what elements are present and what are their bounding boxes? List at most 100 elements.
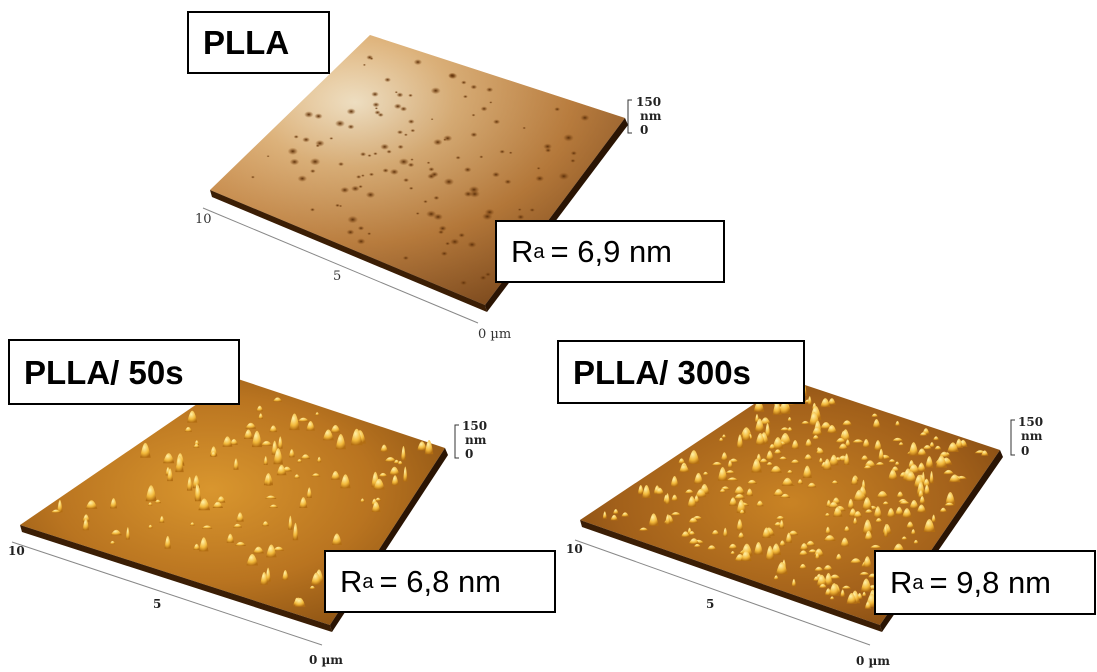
surface-peak	[813, 576, 820, 581]
surface-peak	[805, 540, 816, 546]
surface-peak	[192, 475, 200, 489]
surface-peak	[913, 539, 919, 544]
surface-pit	[492, 171, 500, 178]
surface-peak	[110, 529, 122, 536]
surface-peak	[613, 509, 619, 514]
surface-pit	[358, 185, 363, 189]
surface-pit	[570, 150, 577, 156]
surface-peak	[288, 449, 295, 458]
surface-peak	[833, 506, 843, 517]
surface-peak	[693, 472, 704, 484]
surface-peak	[769, 444, 776, 449]
surface-peak	[340, 474, 351, 489]
surface-peak	[380, 444, 388, 452]
z-scale-bracket	[627, 99, 632, 134]
surface-peak	[273, 448, 283, 465]
surface-pit	[563, 134, 574, 142]
surface-peak	[922, 445, 932, 450]
surface-peak	[911, 529, 916, 535]
surface-pit	[360, 152, 367, 157]
surface-peak	[807, 396, 812, 405]
surface-pit	[386, 149, 392, 154]
surface-peak	[760, 417, 771, 425]
surface-pit	[372, 102, 380, 108]
surface-pit	[382, 168, 389, 173]
surface-peak	[873, 506, 882, 518]
surface-peak	[945, 492, 956, 505]
surface-peak	[776, 562, 788, 575]
surface-peak	[841, 585, 852, 589]
surface-pit	[463, 167, 472, 173]
surface-pit	[310, 169, 316, 174]
surface-peak	[875, 518, 883, 523]
surface-pit	[293, 135, 299, 139]
surface-peak	[924, 484, 930, 495]
surface-peak	[827, 425, 837, 433]
surface-peak	[236, 512, 244, 522]
surface-peak	[736, 519, 743, 531]
surface-peak	[335, 433, 346, 450]
surface-pit	[396, 130, 404, 135]
surface-peak	[216, 496, 226, 503]
surface-peak	[719, 488, 726, 493]
surface-peak	[294, 597, 306, 607]
surface-peak	[375, 497, 382, 501]
panel-title-text: PLLA	[203, 24, 290, 61]
surface-pit	[486, 87, 494, 93]
surface-peak	[823, 565, 833, 571]
axis-tick-0: 0 µm	[309, 653, 343, 667]
surface-peak	[726, 477, 739, 481]
surface-peak	[797, 479, 803, 485]
surface-peak	[786, 470, 793, 474]
surface-peak	[843, 453, 850, 465]
x-axis-line	[574, 539, 871, 646]
axis-tick-0: 0 µm	[478, 327, 511, 342]
surface-peak	[289, 413, 300, 431]
surface-peak	[820, 422, 832, 429]
axis-tick-0: 0 µm	[856, 654, 890, 668]
surface-peak	[671, 494, 678, 501]
surface-pit	[430, 87, 441, 95]
surface-peak	[773, 488, 784, 496]
surface-peak	[816, 574, 827, 586]
surface-peak	[863, 465, 872, 469]
surface-peak	[751, 458, 762, 473]
surface-peak	[787, 417, 792, 422]
surface-peak	[802, 465, 812, 478]
surface-pit	[570, 158, 576, 163]
surface-peak	[736, 499, 746, 513]
surface-peak	[916, 504, 927, 513]
surface-pit	[470, 84, 478, 90]
surface-pit	[402, 255, 409, 261]
surface-edge	[210, 190, 487, 312]
surface-peak	[773, 449, 782, 454]
surface-peak	[417, 441, 427, 451]
surface-peak	[898, 442, 904, 446]
ra-symbol: R	[511, 234, 534, 269]
surface-peak	[373, 478, 385, 490]
surface-pit	[479, 275, 487, 281]
surface-pit	[433, 195, 440, 200]
surface-peak	[730, 550, 736, 555]
surface-peak	[944, 502, 955, 506]
surface-peak	[845, 439, 851, 447]
surface-pit	[369, 57, 374, 60]
surface-peak	[923, 519, 936, 532]
surface-peak	[838, 443, 848, 450]
panel-title-plla: PLLA	[187, 11, 330, 74]
surface-peak	[762, 527, 771, 538]
surface-pit	[459, 280, 468, 286]
surface-peak	[723, 527, 728, 537]
surface-peak	[981, 450, 989, 456]
surface-peak	[330, 424, 341, 433]
surface-peak	[734, 493, 745, 499]
surface-peak	[403, 466, 408, 482]
surface-pit	[443, 178, 455, 186]
surface-peaks	[51, 386, 434, 607]
surface-peak	[895, 420, 900, 426]
panel-title-plla-50s: PLLA/ 50s	[8, 339, 240, 405]
surface-peak	[360, 498, 365, 503]
surface-peak	[260, 572, 269, 585]
surface-peak	[773, 575, 779, 580]
surface-pit	[482, 212, 493, 221]
